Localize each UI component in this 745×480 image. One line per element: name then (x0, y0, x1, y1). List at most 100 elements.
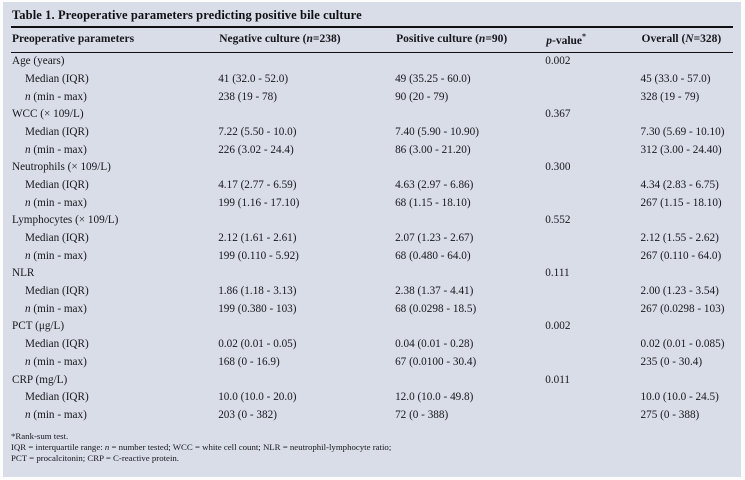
parameter-sub-row: n (min - max) 238 (19 - 78) 90 (20 - 79) 32… (11, 88, 733, 106)
positive-culture-cell (395, 318, 545, 336)
negative-culture-cell: 10.0 (10.0 - 20.0) (218, 391, 297, 404)
parameter-sub-row: n (min - max) 199 (0.380 - 103) 68 (0.0298… (11, 300, 733, 318)
p-value-cell (545, 335, 640, 353)
overall-cell (641, 318, 733, 336)
negative-culture-cell (218, 105, 395, 123)
table-body: Age (years) 0.002 Median (IQR) 41 (32.0 - 5… (11, 52, 733, 423)
negative-culture-cell: 168 (0 - 16.9) (218, 355, 280, 368)
column-header-overall: Overall (N=328) (640, 28, 733, 53)
overall-cell: 267 (1.15 - 18.10) (640, 196, 722, 209)
negative-culture-cell: 226 (3.02 - 24.4) (218, 143, 294, 156)
overall-cell: 275 (0 - 388) (640, 408, 700, 421)
footnote-line: *Rank-sum test. (11, 430, 69, 441)
parameter-label: Median (IQR) (25, 125, 89, 138)
parameter-label: Median (IQR) (25, 178, 89, 191)
negative-culture-cell (218, 212, 395, 230)
parameter-sub-row: Median (IQR) 10.0 (10.0 - 20.0) 12.0 (10.0… (11, 388, 733, 406)
negative-culture-cell (218, 265, 395, 283)
negative-culture-cell: 7.22 (5.50 - 10.0) (218, 125, 297, 138)
overall-cell: 235 (0 - 30.4) (640, 355, 703, 368)
positive-culture-cell (395, 105, 545, 123)
p-value-cell: 0.002 (545, 55, 571, 68)
negative-culture-cell: 0.02 (0.01 - 0.05) (218, 338, 297, 351)
p-value-cell (545, 300, 640, 318)
parameter-group-row: Neutrophils (× 109/L) 0.300 (11, 158, 733, 176)
p-value-cell (545, 141, 640, 159)
parameter-label: Neutrophils (× 109/L) (12, 161, 111, 174)
p-value-cell (545, 194, 640, 212)
preoperative-parameters-table: Preoperative parameters Negative culture … (11, 28, 733, 424)
parameter-label: NLR (12, 267, 35, 280)
positive-culture-cell: 90 (20 - 79) (395, 90, 449, 103)
overall-cell: 45 (33.0 - 57.0) (640, 72, 711, 85)
parameter-sub-row: Median (IQR) 2.12 (1.61 - 2.61) 2.07 (1.23… (11, 229, 733, 247)
p-value-cell: 0.111 (545, 267, 570, 280)
parameter-label: Median (IQR) (25, 232, 89, 245)
positive-culture-cell: 68 (0.480 - 64.0) (395, 249, 471, 262)
p-value-cell (545, 176, 640, 194)
parameter-sub-row: n (min - max) 199 (1.16 - 17.10) 68 (1.15 … (11, 194, 733, 212)
negative-culture-cell: 4.17 (2.77 - 6.59) (218, 178, 297, 191)
p-value-cell (545, 88, 640, 106)
parameter-group-row: NLR 0.111 (11, 265, 733, 283)
p-value-cell: 0.300 (545, 161, 571, 174)
table-title: Table 1. Preoperative parameters predict… (11, 2, 733, 28)
negative-culture-cell: 199 (0.110 - 5.92) (218, 249, 299, 262)
parameter-sub-row: n (min - max) 226 (3.02 - 24.4) 86 (3.00 -… (11, 141, 733, 159)
negative-culture-cell (218, 52, 395, 70)
p-value-cell: 0.367 (545, 108, 571, 121)
p-value-cell (545, 229, 640, 247)
p-value-cell (545, 247, 640, 265)
overall-cell: 328 (19 - 79) (640, 90, 700, 103)
p-value-cell: 0.011 (545, 373, 571, 386)
negative-culture-cell (218, 158, 395, 176)
parameter-label: PCT (μg/L) (12, 320, 65, 333)
negative-culture-cell: 199 (1.16 - 17.10) (218, 196, 300, 209)
overall-cell (641, 158, 733, 176)
table-panel: Table 1. Preoperative parameters predict… (3, 2, 741, 477)
column-header-p-value: p-value* (545, 28, 641, 53)
parameter-group-row: Lymphocytes (× 109/L) 0.552 (11, 212, 733, 230)
p-value-cell (545, 282, 640, 300)
parameter-label: n (min - max) (25, 90, 87, 103)
overall-cell (641, 52, 733, 70)
parameter-sub-row: Median (IQR) 7.22 (5.50 - 10.0) 7.40 (5.90… (11, 123, 733, 141)
positive-culture-cell: 86 (3.00 - 21.20) (395, 143, 471, 156)
parameter-label: Age (years) (12, 55, 65, 68)
positive-culture-cell: 49 (35.25 - 60.0) (395, 72, 471, 85)
parameter-group-row: Age (years) 0.002 (11, 52, 733, 70)
positive-culture-cell (395, 52, 545, 70)
parameter-group-row: WCC (× 109/L) 0.367 (11, 105, 733, 123)
parameter-sub-row: Median (IQR) 4.17 (2.77 - 6.59) 4.63 (2.97… (11, 176, 733, 194)
parameter-label: n (min - max) (25, 196, 87, 209)
overall-cell: 267 (0.110 - 64.0) (640, 249, 722, 262)
overall-cell (641, 371, 733, 389)
p-value-cell: 0.002 (545, 320, 571, 333)
positive-culture-cell: 7.40 (5.90 - 10.90) (395, 125, 479, 138)
parameter-label: n (min - max) (25, 302, 87, 315)
negative-culture-cell: 199 (0.380 - 103) (218, 302, 297, 315)
positive-culture-cell (395, 371, 545, 389)
p-value-cell: 0.552 (545, 214, 571, 227)
positive-culture-cell: 72 (0 - 388) (395, 408, 449, 421)
parameter-sub-row: n (min - max) 168 (0 - 16.9) 67 (0.0100 - … (11, 353, 733, 371)
parameter-group-row: CRP (mg/L) 0.011 (11, 371, 733, 389)
negative-culture-cell: 203 (0 - 382) (218, 408, 277, 421)
footnote-line: PCT = procalcitonin; CRP = C-reactive pr… (11, 452, 179, 463)
positive-culture-cell: 12.0 (10.0 - 49.8) (395, 391, 474, 404)
overall-cell: 7.30 (5.69 - 10.10) (640, 125, 725, 138)
p-value-cell (545, 70, 640, 88)
overall-cell: 10.0 (10.0 - 24.5) (640, 391, 719, 404)
parameter-label: n (min - max) (25, 408, 87, 421)
negative-culture-cell: 2.12 (1.61 - 2.61) (218, 232, 297, 245)
parameter-label: Median (IQR) (25, 338, 89, 351)
parameter-sub-row: n (min - max) 203 (0 - 382) 72 (0 - 388) 27… (11, 406, 733, 424)
parameter-sub-row: Median (IQR) 1.86 (1.18 - 3.13) 2.38 (1.37… (11, 282, 733, 300)
overall-cell: 2.00 (1.23 - 3.54) (640, 285, 719, 298)
negative-culture-cell (218, 371, 395, 389)
overall-cell: 312 (3.00 - 24.40) (640, 143, 722, 156)
p-value-cell (545, 353, 640, 371)
header-row: Preoperative parameters Negative culture … (11, 28, 733, 53)
parameter-label: WCC (× 109/L) (12, 108, 84, 121)
overall-cell: 4.34 (2.83 - 6.75) (640, 178, 719, 191)
